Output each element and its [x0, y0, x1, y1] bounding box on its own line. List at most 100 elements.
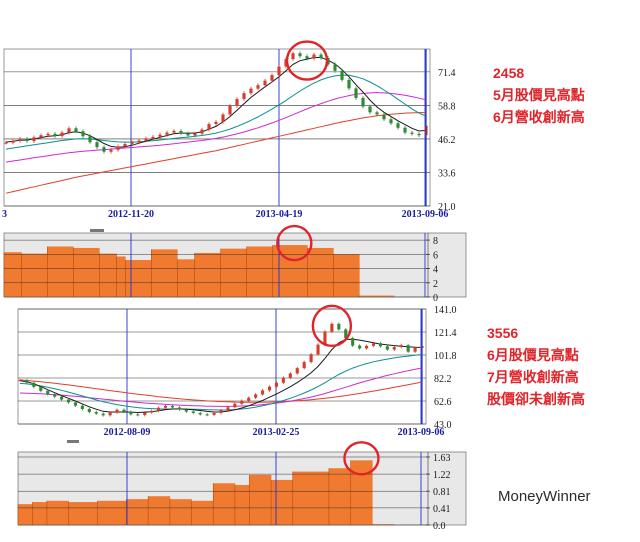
- brand-label: MoneyWinner: [498, 488, 591, 505]
- price-b-candle: [73, 402, 78, 406]
- price-b-candle: [205, 414, 209, 416]
- revenue-b-bar: [263, 474, 272, 525]
- price-a-candle: [396, 123, 400, 128]
- price-b-candle: [233, 403, 237, 408]
- price-b-candle: [129, 411, 133, 415]
- price-a-candle: [242, 93, 246, 100]
- price-b-candle: [344, 329, 348, 339]
- price-b-candle: [364, 345, 369, 349]
- price-b-candle: [378, 343, 382, 347]
- price-a-candle: [95, 142, 99, 148]
- revenue-b-bar: [104, 500, 113, 525]
- revenue-b-bar: [314, 471, 322, 525]
- price-a-candle: [263, 80, 267, 86]
- price-b-candle: [87, 408, 91, 413]
- revenue-a-bar: [160, 249, 169, 297]
- revenue-b-bar: [206, 500, 214, 525]
- annotation-3556-line2: 7月營收創新高: [487, 369, 579, 385]
- price-a-candle: [319, 54, 323, 59]
- price-b-ytick-label: 43.0: [434, 420, 452, 431]
- price-a-xtick-label: 2012-11-20: [108, 209, 154, 220]
- price-a-candle: [347, 79, 351, 89]
- price-b-xtick-label: 2013-09-06: [398, 427, 445, 438]
- price-b-candle: [295, 368, 299, 374]
- price-a-ytick-label: 21.0: [438, 202, 456, 213]
- revenue-b-bar: [46, 500, 55, 525]
- revenue-b-bar: [365, 460, 373, 525]
- revenue-a-ytick-label: 2: [433, 279, 438, 290]
- price-a-candle: [186, 133, 190, 136]
- annotation-2458-code: 2458: [493, 65, 525, 81]
- price-b-candle: [66, 399, 71, 403]
- revenue-a-bar: [125, 260, 135, 297]
- revenue-b-bar: [119, 500, 127, 525]
- price-b-candle: [385, 346, 389, 350]
- revenue-a-bar: [21, 253, 31, 297]
- price-a-candle: [256, 85, 260, 89]
- revenue-b-peak-marker: [343, 441, 380, 476]
- price-b-candle: [247, 397, 251, 401]
- price-a-candle: [200, 129, 204, 134]
- price-b-candle: [219, 410, 223, 413]
- revenue-a-bar: [333, 254, 343, 297]
- price-a-candle: [123, 143, 127, 147]
- price-a-candle: [151, 136, 155, 139]
- price-a-candle: [375, 112, 379, 115]
- price-a-candle: [116, 146, 120, 150]
- price-b-candle: [399, 345, 403, 348]
- price-a-candle: [88, 136, 92, 143]
- revenue-a-bar: [272, 245, 282, 297]
- revenue-b-bar: [372, 524, 380, 525]
- revenue-a-bar: [229, 248, 239, 297]
- price-a-ytick-label: 33.6: [438, 168, 456, 179]
- price-b-candle: [80, 405, 84, 409]
- revenue-b-bar: [336, 468, 344, 525]
- price-a-candle: [228, 105, 232, 115]
- price-b-candle: [184, 409, 188, 412]
- revenue-a-peak-marker: [276, 224, 313, 262]
- price-a-candle: [333, 64, 337, 71]
- price-b-peak-marker: [311, 304, 353, 347]
- revenue-a-bar: [359, 295, 369, 297]
- price-a-candle: [270, 75, 274, 81]
- revenue-b-ytick-label: 0.81: [433, 487, 451, 498]
- revenue-b-bar: [292, 471, 301, 525]
- price-b-candle: [53, 394, 57, 397]
- revenue-b-bar: [97, 500, 106, 525]
- price-b-candle: [143, 412, 147, 416]
- price-a-xtick-label: 2013-04-19: [256, 209, 303, 220]
- revenue-a-bar: [307, 247, 317, 297]
- revenue-b-bar: [227, 483, 236, 525]
- price-a-candle: [81, 131, 85, 137]
- price-b-candle: [18, 380, 22, 382]
- revenue-b-bar: [90, 502, 98, 525]
- price-b-ytick-label: 141.0: [434, 305, 457, 316]
- price-a-candle: [60, 132, 64, 137]
- price-b-candle: [240, 400, 244, 404]
- revenue-a-ytick-label: 6: [433, 250, 438, 261]
- price-a-candle: [249, 88, 253, 94]
- revenue-a-bar: [238, 248, 247, 297]
- price-a-candle: [417, 133, 421, 136]
- price-a-candle: [74, 128, 78, 132]
- price-a-candle: [235, 99, 239, 106]
- revenue-b-bar: [68, 502, 77, 525]
- revenue-b-ytick-label: 1.22: [433, 470, 451, 481]
- price-a-xtick-label: 2013-09-06: [402, 209, 449, 220]
- revenue-b-bar: [321, 471, 330, 525]
- price-a-ytick-label: 71.4: [438, 68, 456, 79]
- revenue-a-bar: [177, 259, 187, 297]
- price-a-candle: [214, 121, 218, 125]
- price-b-candle: [191, 411, 195, 413]
- revenue-b-bar: [234, 484, 243, 525]
- price-b-candle: [32, 382, 36, 387]
- price-a-candle: [221, 114, 225, 122]
- revenue-a-bar: [56, 246, 65, 297]
- price-a-candle: [172, 130, 176, 133]
- price-a-peak-marker: [285, 40, 329, 81]
- price-b-candle: [46, 390, 50, 395]
- revenue-b-bar: [155, 496, 163, 525]
- revenue-b-bar: [112, 500, 120, 525]
- price-a-frame: [3, 48, 431, 207]
- price-b-ytick-label: 82.2: [434, 374, 452, 385]
